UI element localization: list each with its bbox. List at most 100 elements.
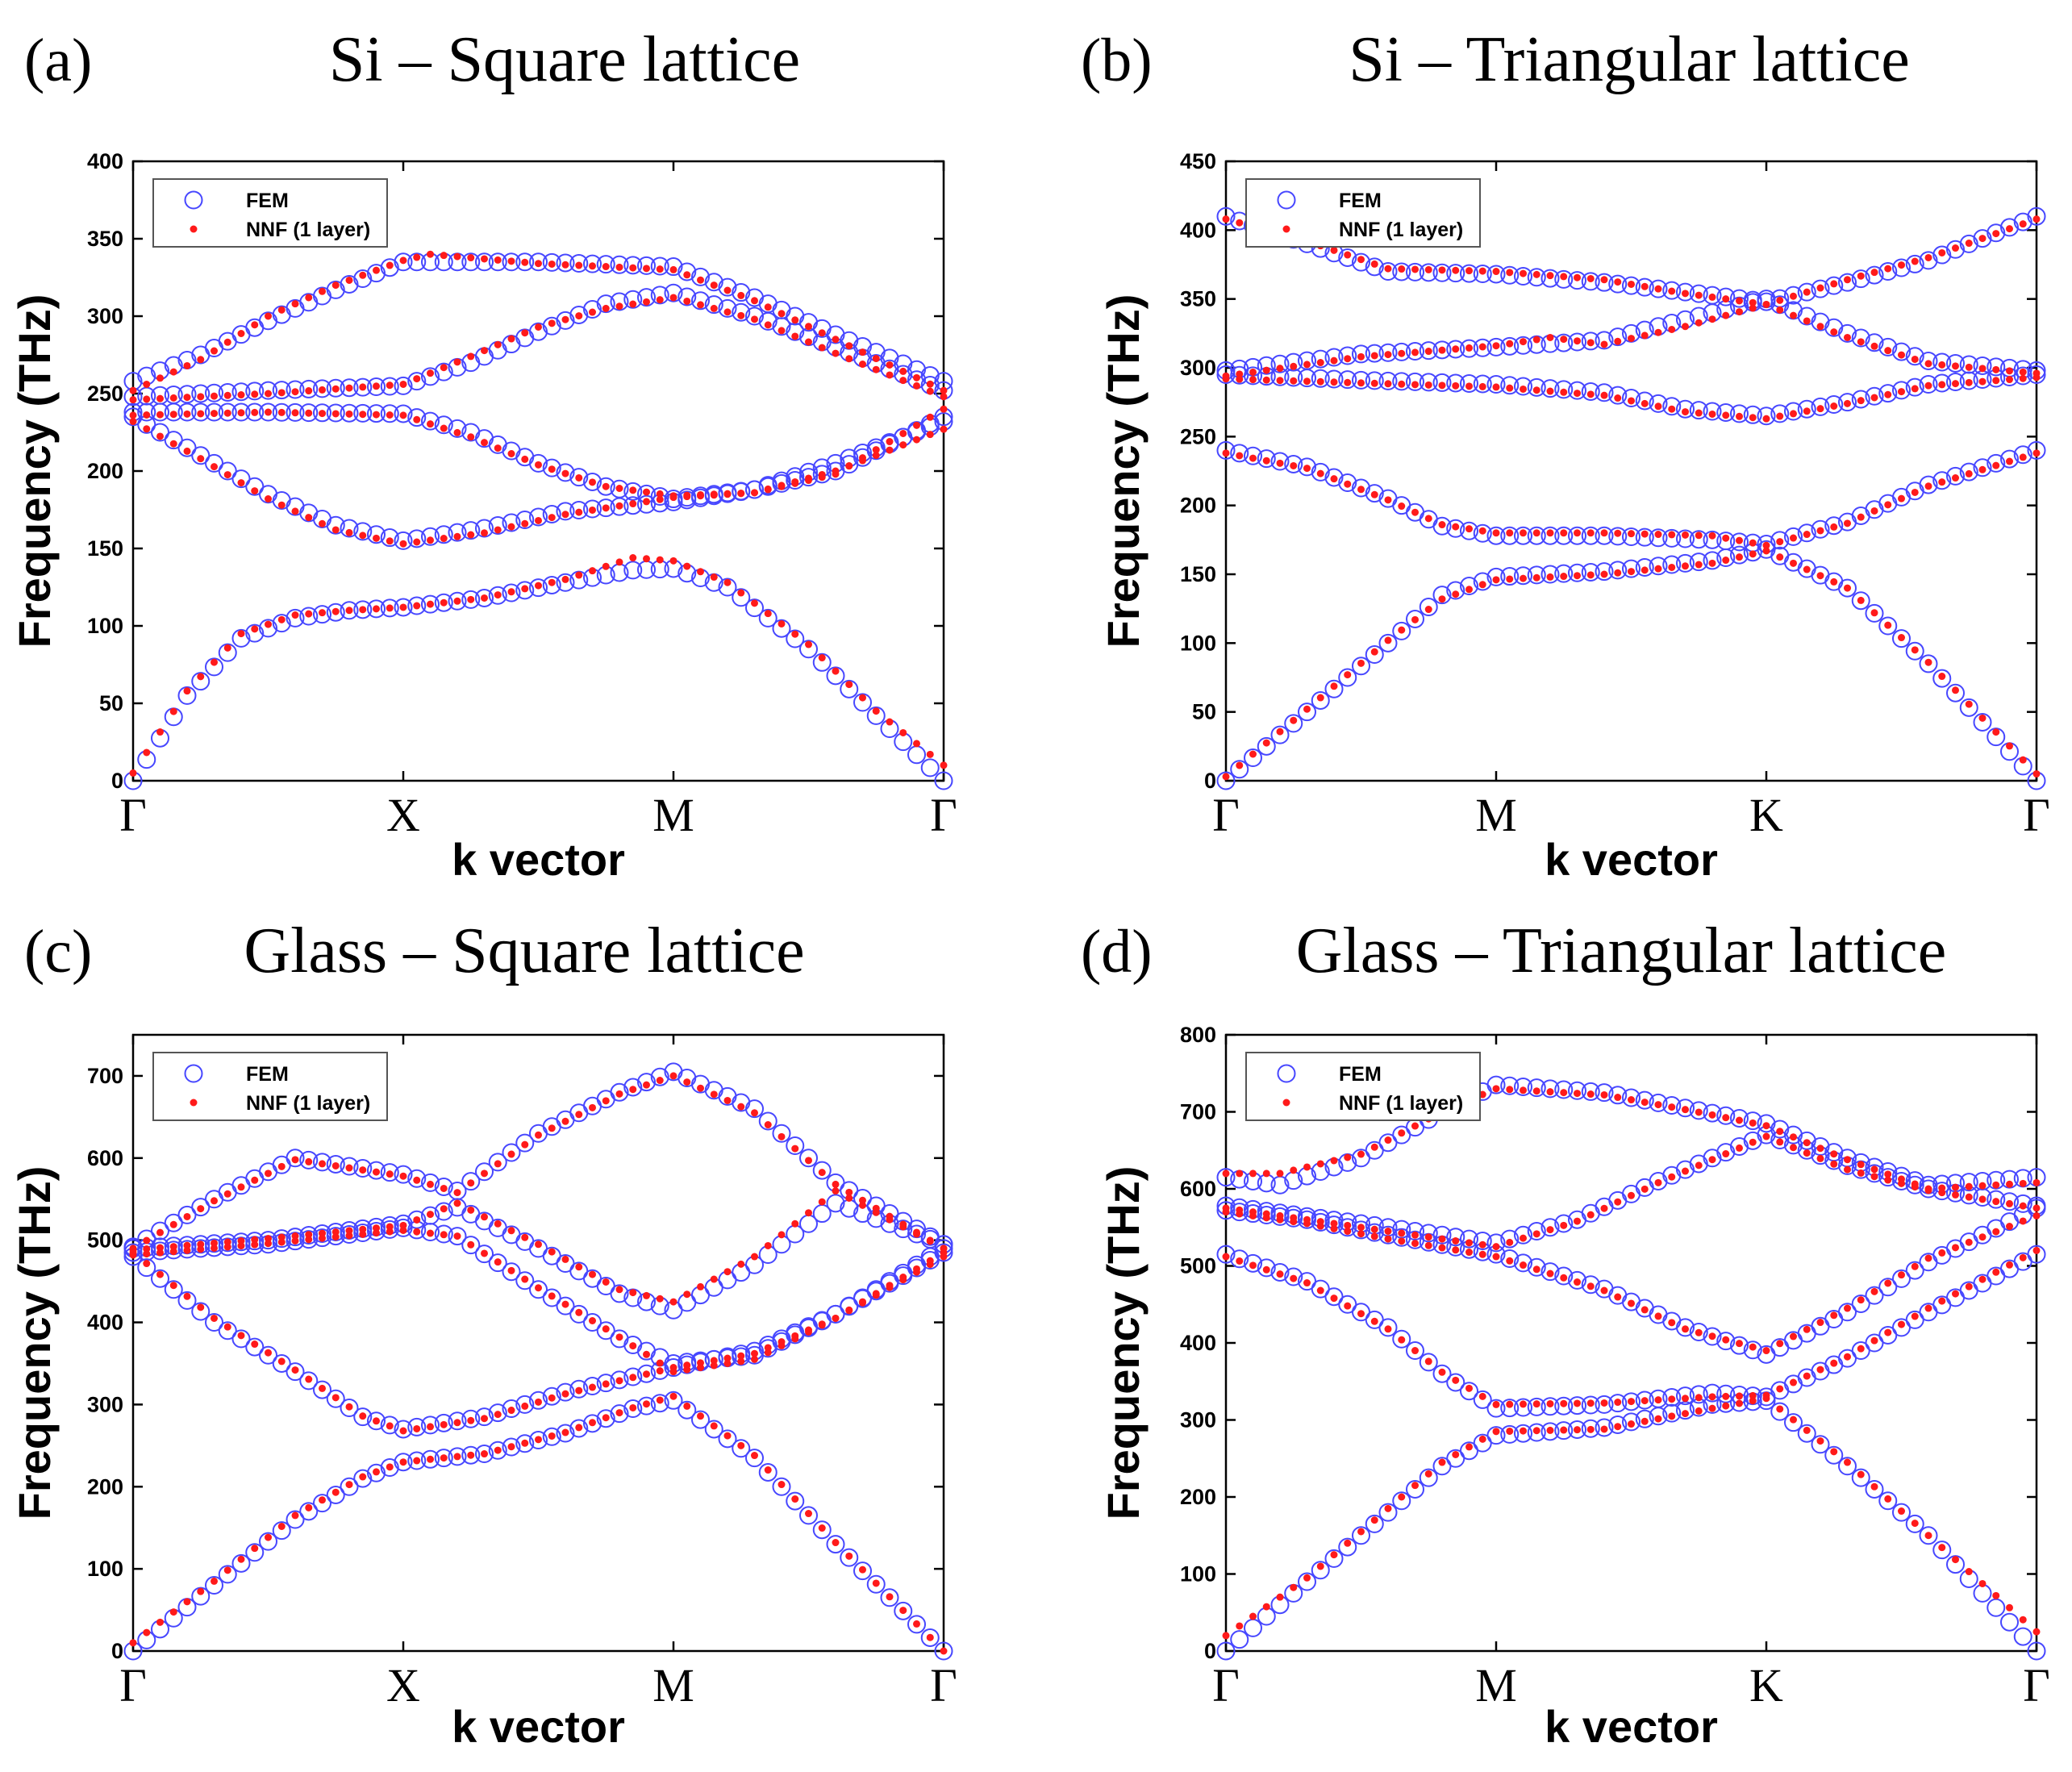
nnf-point-band-1 — [1276, 1593, 1284, 1601]
nnf-point-band-5 — [1330, 1157, 1338, 1165]
plot-frame — [1224, 160, 2038, 782]
nnf-point-band-4 — [386, 382, 394, 390]
fem-point-band-5 — [1352, 252, 1370, 272]
fem-point-band-3 — [1757, 407, 1776, 426]
nnf-point-band-2 — [1546, 1399, 1554, 1407]
nnf-point-band-1 — [1978, 1579, 1987, 1587]
fem-point-band-5 — [1716, 287, 1736, 306]
nnf-point-band-1 — [575, 571, 583, 579]
fem-point-band-3 — [1500, 1249, 1520, 1269]
nnf-point-band-4 — [1924, 360, 1932, 368]
nnf-point-band-2 — [494, 526, 502, 534]
nnf-point-band-2 — [602, 1380, 610, 1388]
fem-point-band-3 — [1500, 376, 1520, 395]
fem-point-band-5 — [569, 254, 589, 273]
fem-point-band-1 — [745, 598, 764, 618]
fem-point-band-1 — [1689, 552, 1708, 572]
nnf-point-band-4 — [331, 1228, 340, 1236]
fem-point-band-5 — [799, 1149, 818, 1168]
nnf-point-band-4 — [129, 396, 137, 404]
nnf-point-band-1 — [1668, 1412, 1676, 1420]
nnf-point-band-3 — [737, 1357, 745, 1365]
nnf-point-band-1 — [386, 604, 394, 612]
nnf-point-band-3 — [211, 410, 218, 418]
fem-point-band-5 — [1676, 1099, 1695, 1118]
nnf-point-band-2 — [1628, 1398, 1635, 1406]
x-tick-label: Γ — [2023, 789, 2050, 841]
nnf-point-band-4 — [1736, 1144, 1743, 1152]
fem-point-band-4 — [1824, 318, 1844, 337]
panel-label: (c) — [24, 918, 92, 986]
nnf-point-band-4 — [548, 1248, 556, 1256]
fem-point-band-2 — [326, 515, 345, 535]
nnf-point-band-4 — [427, 1211, 434, 1219]
nnf-point-band-1 — [197, 1587, 205, 1595]
nnf-point-band-5 — [386, 1170, 394, 1178]
nnf-point-band-3 — [1776, 412, 1784, 420]
fem-point-band-1 — [556, 573, 575, 592]
nnf-point-band-2 — [1411, 508, 1419, 516]
nnf-point-band-4 — [1290, 1214, 1298, 1222]
fem-point-band-1 — [1919, 654, 1938, 673]
nnf-point-band-1 — [305, 1503, 313, 1511]
nnf-point-band-2 — [886, 446, 894, 454]
nnf-point-band-1 — [1492, 1428, 1500, 1436]
fem-point-band-3 — [1378, 371, 1398, 390]
nnf-point-band-4 — [561, 315, 569, 323]
fem-point-band-1 — [569, 1419, 589, 1438]
nnf-point-band-5 — [643, 265, 650, 273]
fem-point-band-4 — [1270, 354, 1290, 373]
fem-point-band-4 — [610, 1284, 629, 1303]
nnf-point-band-5 — [1560, 273, 1568, 281]
nnf-point-band-5 — [615, 1090, 623, 1098]
nnf-point-band-1 — [1249, 1612, 1257, 1620]
fem-point-band-1 — [394, 1453, 413, 1472]
fem-point-band-5 — [556, 253, 575, 273]
nnf-point-band-5 — [548, 260, 556, 268]
nnf-point-band-2 — [1870, 507, 1878, 515]
nnf-point-band-5 — [723, 1096, 732, 1104]
nnf-point-band-5 — [615, 263, 623, 271]
fem-point-band-5 — [488, 1153, 507, 1172]
fem-point-band-5 — [380, 258, 399, 277]
nnf-point-band-2 — [1290, 461, 1298, 469]
nnf-point-band-3 — [319, 410, 326, 418]
fem-point-band-5 — [1216, 206, 1236, 226]
fem-point-band-3 — [1703, 1327, 1722, 1346]
fem-point-band-4 — [1595, 331, 1614, 350]
nnf-point-band-5 — [156, 1228, 164, 1236]
fem-point-band-2 — [434, 525, 453, 544]
series-fem — [1216, 206, 2046, 790]
fem-point-band-1 — [826, 1535, 845, 1554]
y-tick-label: 700 — [87, 1064, 123, 1088]
nnf-point-band-3 — [751, 489, 758, 497]
nnf-point-band-3 — [1722, 1336, 1730, 1344]
fem-point-band-3 — [704, 485, 723, 504]
plot-frame — [131, 1033, 945, 1653]
fem-point-band-3 — [1932, 373, 1952, 393]
nnf-point-band-5 — [1816, 284, 1824, 292]
fem-point-band-1 — [894, 1601, 913, 1620]
nnf-point-band-4 — [1574, 1217, 1581, 1225]
fem-point-band-3 — [1554, 380, 1574, 399]
nnf-point-band-1 — [494, 1446, 502, 1454]
nnf-point-band-5 — [1357, 256, 1365, 264]
fem-point-band-4 — [1946, 353, 1965, 373]
fem-point-band-1 — [637, 560, 656, 579]
nnf-point-band-1 — [223, 644, 231, 652]
nnf-point-band-4 — [467, 352, 475, 361]
nnf-point-band-4 — [1790, 311, 1797, 319]
nnf-point-band-5 — [805, 1157, 812, 1165]
fem-point-band-1 — [448, 1447, 467, 1466]
nnf-point-band-2 — [1628, 530, 1635, 538]
fem-point-band-5 — [664, 257, 683, 277]
nnf-point-band-3 — [1262, 376, 1270, 384]
fem-point-band-3 — [1892, 381, 1911, 400]
fem-point-band-5 — [1527, 1078, 1546, 1098]
nnf-point-band-5 — [1924, 1185, 1932, 1193]
fem-point-band-5 — [461, 1172, 481, 1191]
fem-point-band-2 — [380, 1416, 399, 1435]
fem-point-band-1 — [664, 1390, 683, 1410]
panel-title: Glass – Triangular lattice — [1296, 915, 1947, 986]
y-tick-label: 0 — [111, 1639, 123, 1663]
